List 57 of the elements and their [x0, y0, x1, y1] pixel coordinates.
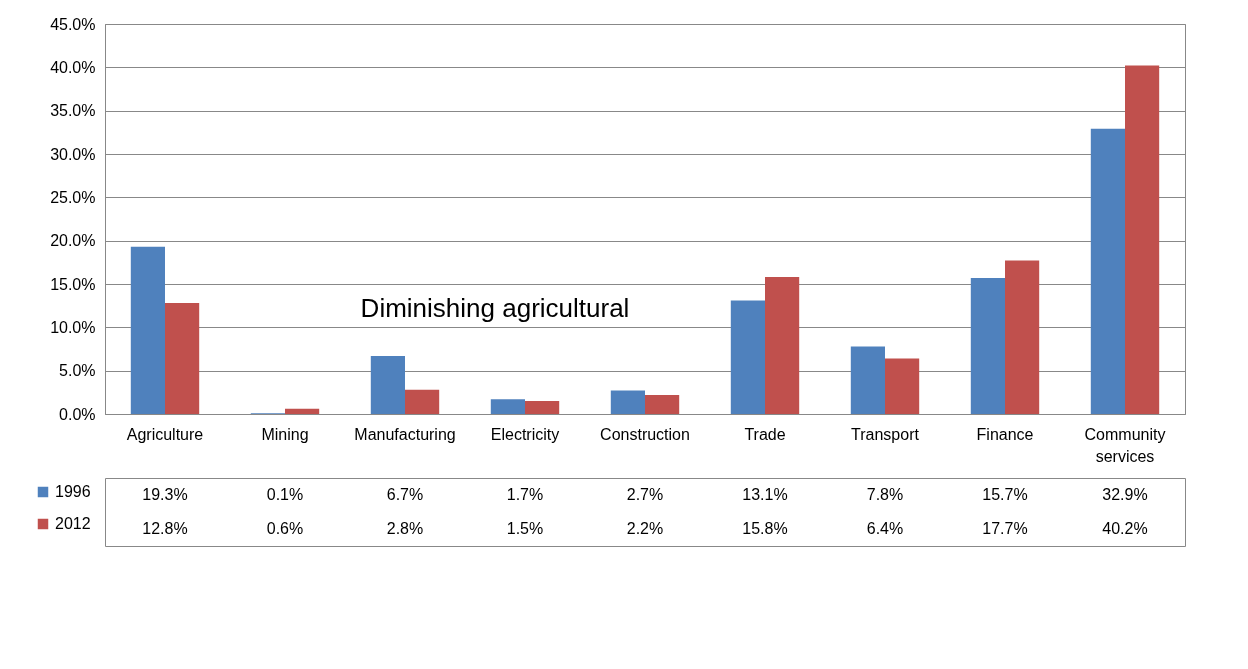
bar — [525, 401, 560, 414]
data-label: 1.7% — [506, 486, 544, 503]
bar — [645, 394, 680, 414]
bar — [850, 346, 885, 414]
x-tick-label: Electricity — [490, 425, 560, 443]
x-tick-label: Agriculture — [126, 425, 204, 443]
data-label: 32.9% — [1102, 486, 1148, 503]
bar — [1090, 128, 1125, 414]
y-tick-label: 35.0% — [50, 102, 96, 120]
bar — [405, 389, 440, 414]
annotation: Diminishing agricultural — [360, 293, 630, 324]
y-tick-label: 5.0% — [59, 362, 96, 380]
x-tick-label: Trade — [744, 425, 786, 443]
legend-label: 2012 — [55, 515, 91, 532]
bar — [970, 277, 1005, 414]
bar — [765, 277, 800, 414]
bar — [610, 390, 645, 414]
bar — [490, 399, 525, 414]
y-tick-label: 0.0% — [59, 405, 96, 423]
bar — [370, 355, 405, 414]
y-tick-label: 15.0% — [50, 275, 96, 293]
bar — [165, 303, 200, 414]
data-label: 17.7% — [982, 520, 1028, 537]
bar — [885, 358, 920, 414]
data-label: 2.2% — [626, 520, 664, 537]
bar — [130, 246, 165, 414]
data-label: 13.1% — [742, 486, 788, 503]
y-tick-label: 10.0% — [50, 318, 96, 336]
y-tick-label: 30.0% — [50, 145, 96, 163]
y-tick-label: 45.0% — [50, 15, 96, 33]
data-label: 40.2% — [1102, 520, 1148, 537]
bar — [1125, 65, 1160, 414]
bar — [285, 408, 320, 414]
data-label: 15.7% — [982, 486, 1028, 503]
data-label: 2.7% — [626, 486, 664, 503]
x-tick-label: Community services — [1084, 425, 1166, 465]
y-tick-label: 40.0% — [50, 58, 96, 76]
x-tick-label: Mining — [261, 425, 309, 443]
data-label: 2.8% — [386, 520, 424, 537]
data-label: 0.1% — [266, 486, 304, 503]
data-label: 19.3% — [142, 486, 188, 503]
bar — [1005, 260, 1040, 414]
data-label: 6.4% — [866, 520, 904, 537]
x-tick-label: Finance — [976, 425, 1034, 443]
data-label: 0.6% — [266, 520, 304, 537]
data-label: 1.5% — [506, 520, 544, 537]
bar — [730, 300, 765, 414]
data-label: 15.8% — [742, 520, 788, 537]
data-label: 6.7% — [386, 486, 424, 503]
data-label: 12.8% — [142, 520, 188, 537]
y-tick-label: 25.0% — [50, 188, 96, 206]
x-tick-label: Manufacturing — [354, 425, 456, 443]
legend-label: 1996 — [55, 483, 91, 500]
x-tick-label: Construction — [600, 425, 690, 443]
y-tick-label: 20.0% — [50, 232, 96, 250]
x-tick-label: Transport — [851, 425, 920, 443]
data-label: 7.8% — [866, 486, 904, 503]
